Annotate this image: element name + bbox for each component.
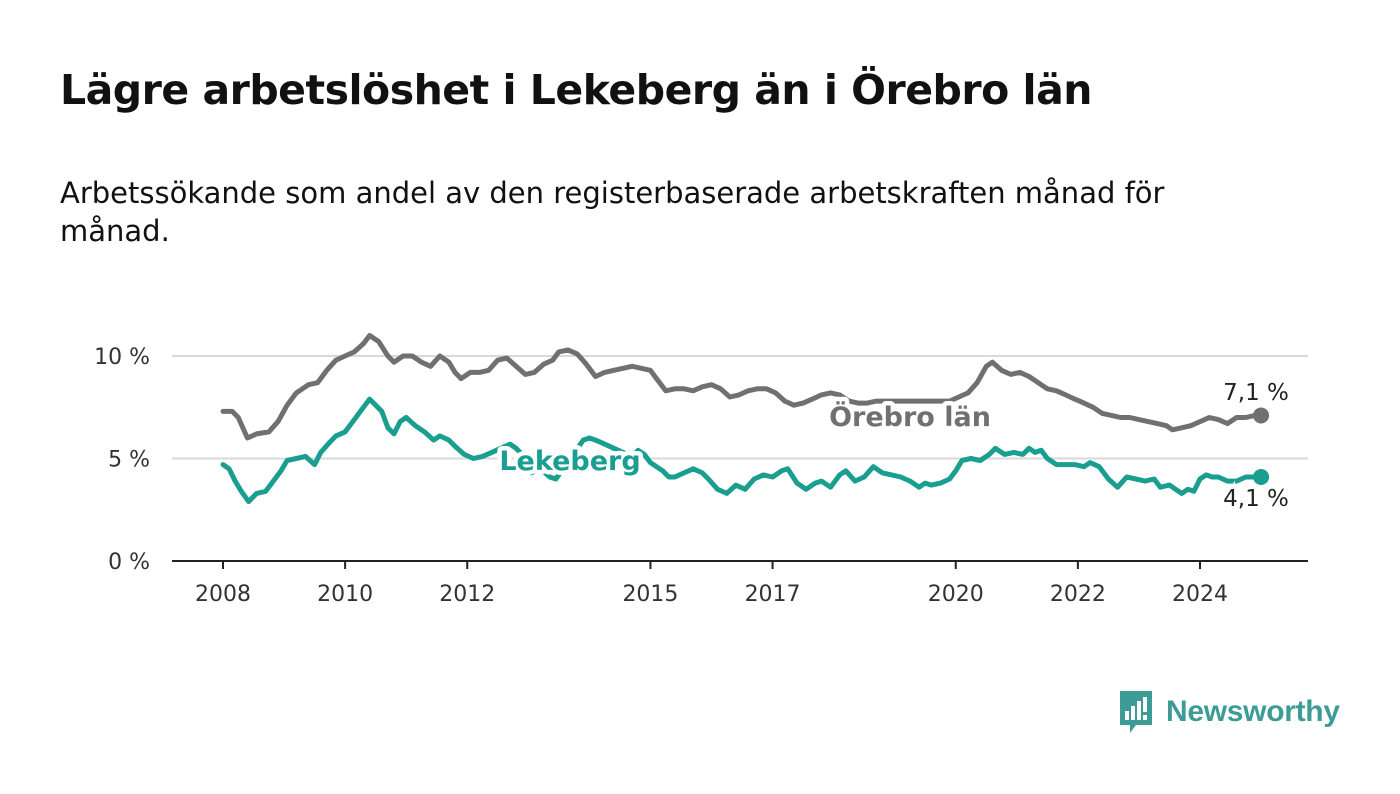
x-tick-label: 2010 <box>317 582 373 607</box>
x-tick-label: 2024 <box>1172 582 1228 607</box>
x-tick-label: 2012 <box>439 582 495 607</box>
x-tick-label: 2017 <box>745 582 801 607</box>
grid-lines <box>172 355 1308 460</box>
y-tick-label: 10 % <box>94 345 150 370</box>
series-lekeberg-end-marker <box>1253 468 1270 485</box>
series-lekeberg-line <box>220 396 1264 505</box>
chart-title: Lägre arbetslöshet i Lekeberg än i Örebr… <box>60 66 1092 114</box>
x-tick-label: 2008 <box>195 582 251 607</box>
x-axis-ticks: 2008 2010 2012 2015 2017 2020 2022 2024 <box>195 561 1228 607</box>
x-tick-label: 2022 <box>1050 582 1106 607</box>
newsworthy-logo-icon <box>1120 691 1152 733</box>
series-orebro-lan-end-marker <box>1253 407 1270 424</box>
series-lekeberg-end-value-label: 4,1 % <box>1223 486 1289 512</box>
y-tick-label: 5 % <box>108 448 150 473</box>
series-orebro-lan-end-value-label: 7,1 % <box>1223 380 1289 406</box>
newsworthy-logo: Newsworthy <box>1118 688 1340 736</box>
chart-subtitle: Arbetssökande som andel av den registerb… <box>60 176 1165 248</box>
x-tick-label: 2015 <box>622 582 678 607</box>
series-lekeberg-name-label: Lekeberg <box>499 446 640 477</box>
series-orebro-lan-name-label: Örebro län <box>829 400 991 433</box>
x-tick-label: 2020 <box>928 582 984 607</box>
y-axis-ticks: 0 % 5 % 10 % <box>94 345 150 575</box>
y-tick-label: 0 % <box>108 550 150 575</box>
newsworthy-logo-text: Newsworthy <box>1166 695 1340 728</box>
series-labels: Örebro län Lekeberg 7,1 % 4,1 % <box>495 377 1292 515</box>
series-orebro-lan-line <box>220 333 1264 441</box>
series-lines <box>220 333 1270 505</box>
